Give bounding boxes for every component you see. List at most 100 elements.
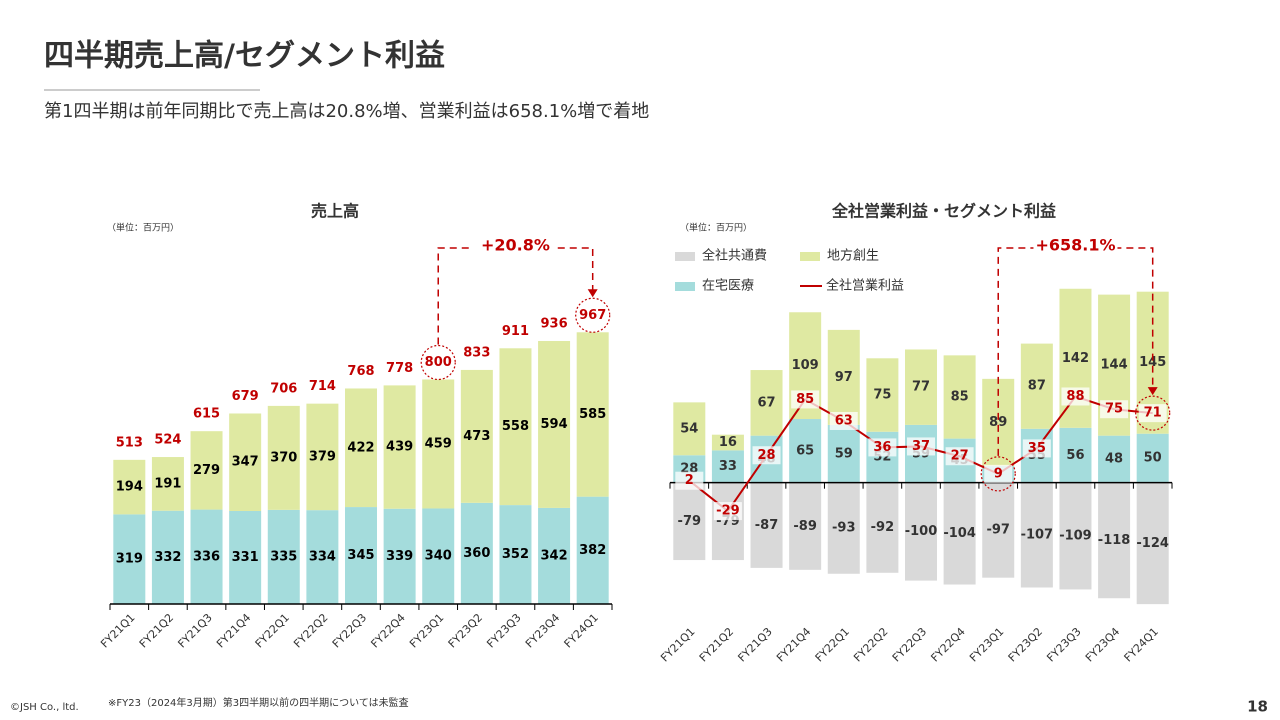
data-label: 422 bbox=[347, 440, 374, 455]
unit-label: （単位：百万円） bbox=[107, 222, 179, 234]
legend-label: 在宅医療 bbox=[702, 279, 754, 294]
bar-segment bbox=[113, 514, 146, 604]
footnote: ※FY23（2024年3月期）第3四半期以前の四半期については未監査 bbox=[108, 696, 409, 709]
bar-segment bbox=[789, 482, 822, 570]
x-tick-label: FY22Q1 bbox=[813, 625, 852, 664]
bar-segment bbox=[827, 482, 860, 574]
line-label: 75 bbox=[1105, 402, 1123, 417]
data-label: 279 bbox=[193, 463, 220, 478]
legend-label: 全社営業利益 bbox=[826, 278, 904, 294]
data-label: 59 bbox=[835, 446, 853, 461]
data-label: 85 bbox=[951, 389, 969, 404]
bar-segment bbox=[1098, 435, 1131, 483]
x-tick-label: FY23Q3 bbox=[1044, 625, 1083, 664]
total-label: 706 bbox=[270, 381, 297, 396]
label-bg bbox=[713, 502, 742, 521]
bar-segment bbox=[576, 496, 609, 604]
legend-swatch bbox=[675, 252, 695, 261]
data-label: 370 bbox=[270, 450, 297, 465]
bar-segment bbox=[750, 482, 783, 568]
label-bg bbox=[984, 464, 1013, 483]
x-tick-label: FY21Q3 bbox=[175, 611, 214, 650]
data-label: 48 bbox=[1105, 452, 1123, 467]
highlight-circle bbox=[575, 297, 611, 333]
label-bg bbox=[945, 447, 974, 466]
total-label: 714 bbox=[309, 379, 336, 394]
line-label: 9 bbox=[994, 466, 1003, 481]
bar-segment bbox=[711, 450, 744, 483]
data-label: 144 bbox=[1101, 358, 1128, 373]
highlight-circle bbox=[420, 344, 456, 381]
bar-segment bbox=[229, 413, 262, 511]
total-label: 800 bbox=[425, 355, 452, 370]
data-label: -124 bbox=[1136, 536, 1169, 551]
x-tick-label: FY23Q3 bbox=[484, 611, 523, 650]
data-label: 89 bbox=[989, 415, 1007, 430]
data-label: 33 bbox=[719, 459, 737, 474]
highlight-circle bbox=[1135, 395, 1171, 431]
total-label: 768 bbox=[347, 364, 374, 379]
bar-segment bbox=[673, 482, 706, 561]
line-label: 2 bbox=[685, 473, 694, 488]
bar-segment bbox=[267, 509, 300, 604]
data-label: 334 bbox=[309, 550, 336, 565]
annotation-arrow bbox=[587, 289, 598, 298]
data-label: 109 bbox=[792, 358, 819, 373]
bar-segment bbox=[866, 482, 899, 573]
bar-segment bbox=[306, 510, 339, 604]
x-tick-label: FY24Q1 bbox=[1122, 625, 1161, 664]
total-label: 936 bbox=[541, 316, 568, 331]
bar-segment bbox=[383, 385, 416, 509]
legend-label: 地方創生 bbox=[827, 248, 879, 264]
line-label: 71 bbox=[1144, 406, 1162, 421]
total-label: 679 bbox=[232, 389, 259, 404]
bar-segment bbox=[673, 402, 706, 456]
data-label: 75 bbox=[873, 388, 891, 403]
bar-segment bbox=[943, 355, 976, 439]
data-label: -97 bbox=[986, 523, 1010, 538]
bar-segment bbox=[190, 431, 223, 510]
bar-segment bbox=[190, 509, 223, 604]
label-bg bbox=[1022, 439, 1051, 458]
slide-subtitle: 第1四半期は前年同期比で売上高は20.8%増、営業利益は658.1%増で着地 bbox=[44, 101, 649, 122]
bar-segment bbox=[982, 482, 1015, 578]
data-label: 379 bbox=[309, 449, 336, 464]
data-label: 342 bbox=[541, 548, 568, 563]
bar-segment bbox=[267, 405, 300, 510]
data-label: 439 bbox=[386, 440, 413, 455]
bar-segment bbox=[499, 505, 532, 604]
x-tick-label: FY22Q3 bbox=[330, 611, 369, 650]
data-label: -92 bbox=[871, 520, 895, 535]
x-tick-label: FY21Q3 bbox=[735, 625, 774, 664]
data-label: 54 bbox=[680, 421, 698, 436]
bar-segment bbox=[576, 332, 609, 497]
bar-segment bbox=[1020, 343, 1053, 429]
x-tick-label: FY24Q1 bbox=[562, 611, 601, 650]
label-bg bbox=[752, 446, 781, 465]
total-label: 833 bbox=[463, 345, 490, 360]
x-tick-label: FY21Q4 bbox=[774, 625, 813, 664]
data-label: 194 bbox=[116, 480, 143, 495]
bar-segment bbox=[306, 403, 339, 511]
data-label: 382 bbox=[579, 543, 606, 558]
data-label: -79 bbox=[678, 514, 702, 529]
label-bg bbox=[1061, 387, 1090, 406]
x-tick-label: FY21Q1 bbox=[98, 611, 137, 650]
bar-segment bbox=[151, 457, 184, 511]
data-label: -87 bbox=[755, 518, 779, 533]
total-label: 778 bbox=[386, 361, 413, 376]
bar-segment bbox=[905, 482, 937, 581]
bar-segment bbox=[711, 434, 744, 451]
label-bg bbox=[791, 390, 820, 409]
annotation-bg bbox=[1033, 237, 1118, 259]
x-tick-label: FY23Q2 bbox=[446, 611, 485, 650]
line-label: 63 bbox=[835, 413, 853, 428]
legend-swatch bbox=[800, 252, 820, 261]
bar-segment bbox=[1059, 427, 1092, 483]
data-label: 336 bbox=[193, 549, 220, 564]
bar-segment bbox=[460, 502, 493, 604]
bar-segment bbox=[943, 482, 976, 585]
legend-swatch bbox=[675, 282, 695, 291]
bar-segment bbox=[113, 459, 146, 515]
bar-segment bbox=[1020, 482, 1053, 588]
